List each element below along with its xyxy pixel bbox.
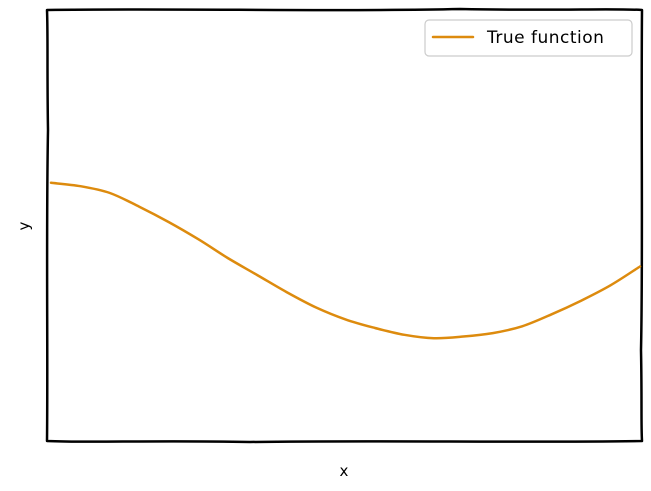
series-layer — [49, 181, 642, 340]
legend-label: True function — [486, 28, 604, 48]
series-line-0 — [49, 181, 642, 340]
legend: True function — [424, 19, 633, 57]
plot-frame — [45, 7, 644, 444]
y-axis-label: y — [15, 221, 33, 230]
x-axis-label: x — [340, 462, 349, 480]
legend-frame — [424, 19, 633, 57]
